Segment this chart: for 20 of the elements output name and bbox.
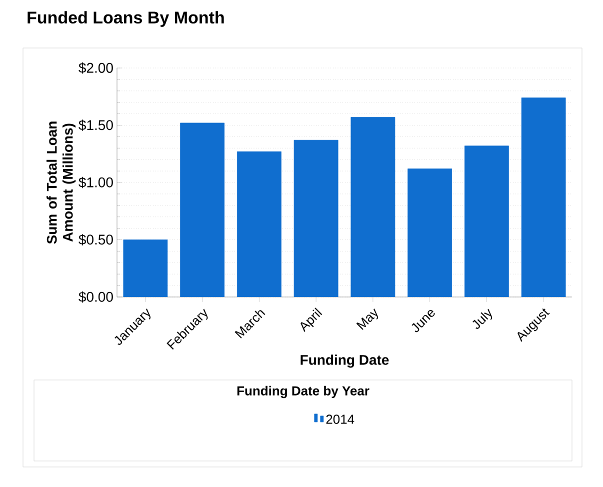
bar bbox=[180, 122, 225, 297]
y-tick-label: $0.00 bbox=[78, 291, 113, 303]
x-tick-label: May bbox=[356, 308, 378, 330]
bar bbox=[464, 146, 509, 297]
bar bbox=[408, 168, 452, 297]
y-tick-label: $1.00 bbox=[78, 176, 113, 188]
legend-label: 2014 bbox=[326, 414, 354, 424]
y-axis-title: Sum of Total Loan Amount (Millions) bbox=[46, 122, 76, 244]
x-tick-label: July bbox=[472, 308, 492, 329]
bar bbox=[236, 151, 282, 297]
bar bbox=[350, 117, 396, 297]
bar bbox=[521, 98, 566, 297]
y-tick-label: $2.00 bbox=[78, 62, 113, 74]
bar bbox=[123, 240, 168, 297]
legend-title: Funding Date by Year bbox=[237, 386, 370, 398]
y-tick-label: $0.50 bbox=[78, 234, 113, 246]
x-axis-title: Funding Date bbox=[300, 354, 389, 368]
y-tick-label: $1.50 bbox=[78, 120, 113, 131]
chart-title: Funded Loans By Month bbox=[28, 11, 224, 27]
bar bbox=[294, 140, 338, 297]
